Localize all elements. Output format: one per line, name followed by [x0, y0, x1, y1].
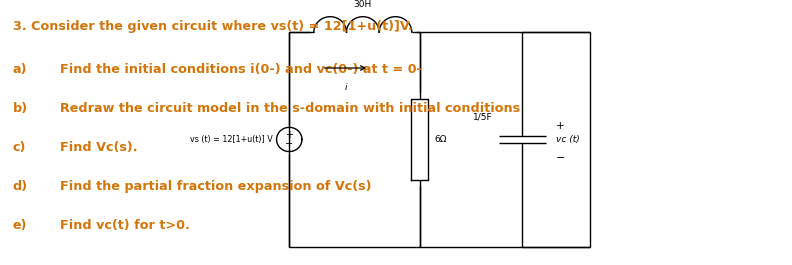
Text: 3. Consider the given circuit where vs(t) = 12[1+u(t)]V.: 3. Consider the given circuit where vs(t…	[13, 20, 413, 33]
Text: Find vc(t) for t>0.: Find vc(t) for t>0.	[60, 219, 190, 232]
Text: +: +	[556, 121, 565, 131]
Text: e): e)	[13, 219, 27, 232]
Text: d): d)	[13, 180, 28, 193]
Text: c): c)	[13, 141, 26, 154]
Text: Find Vc(s).: Find Vc(s).	[60, 141, 138, 154]
Text: −: −	[285, 139, 293, 149]
Text: vc (t): vc (t)	[556, 135, 580, 144]
Text: −: −	[556, 153, 565, 163]
Text: 6Ω: 6Ω	[435, 135, 447, 144]
Text: a): a)	[13, 63, 27, 76]
Text: 30H: 30H	[354, 0, 372, 9]
Text: Redraw the circuit model in the s-domain with initial conditions: Redraw the circuit model in the s-domain…	[60, 101, 520, 115]
Text: Find the partial fraction expansion of Vc(s): Find the partial fraction expansion of V…	[60, 180, 371, 193]
Text: i: i	[345, 83, 347, 92]
Text: vs (t) = 12[1+u(t)] V: vs (t) = 12[1+u(t)] V	[190, 135, 272, 144]
Text: +: +	[285, 130, 293, 140]
Text: Find the initial conditions i(0-) and vc(0-) at t = 0-: Find the initial conditions i(0-) and vc…	[60, 63, 422, 76]
Text: b): b)	[13, 101, 28, 115]
Text: 1/5F: 1/5F	[473, 112, 493, 121]
